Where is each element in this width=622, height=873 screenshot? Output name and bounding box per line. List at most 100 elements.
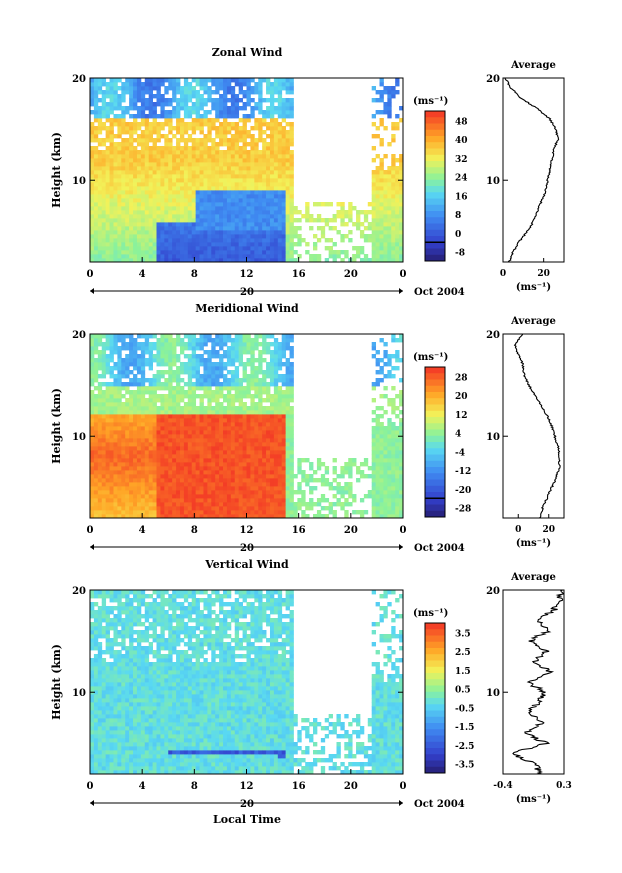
colorbar-swatch: [425, 248, 445, 256]
panel-2: Vertical Wind 10 20 Height (km) 0 4 8 12 16 20 0 20…: [50, 558, 572, 826]
x-tick-label: 16: [292, 525, 306, 536]
date-bar-arrow: [90, 800, 94, 806]
x-axis-label: Local Time: [213, 813, 281, 826]
colorbar-swatch: [425, 754, 445, 761]
colorbar-tick-label: -4: [455, 448, 465, 458]
date-label: 20: [240, 543, 254, 554]
profile-x-tick-label: 20: [537, 269, 550, 279]
colorbar-tick-label: 48: [455, 117, 468, 127]
colorbar-unit: (ms⁻¹): [413, 608, 448, 619]
colorbar-tick-label: -3.5: [455, 761, 474, 771]
profile-x-tick-label: 0: [500, 269, 506, 279]
colorbar-tick-label: 28: [455, 373, 468, 383]
colorbar-swatch: [425, 741, 445, 749]
x-tick-label: 4: [139, 781, 146, 792]
colorbar-swatch: [425, 236, 445, 243]
colorbar-swatch: [425, 448, 445, 455]
x-tick-label: 20: [344, 525, 358, 536]
x-tick-label: 4: [139, 525, 146, 536]
x-tick-label: 16: [292, 781, 306, 792]
colorbar-swatch: [425, 217, 445, 224]
colorbar-frame: [424, 110, 446, 262]
colorbar-swatch: [425, 629, 445, 636]
x-tick-label: 0: [400, 781, 407, 792]
colorbar-tick-label: -0.5: [455, 704, 474, 714]
colorbar-swatch: [425, 704, 445, 711]
colorbar-swatch: [425, 117, 445, 124]
profile-line: [513, 333, 561, 519]
colorbar-unit: (ms⁻¹): [413, 352, 448, 363]
colorbar-tick-label: 32: [455, 155, 468, 165]
colorbar-swatch: [425, 242, 445, 249]
y-axis-label: Height (km): [50, 388, 63, 464]
colorbar-swatch: [425, 435, 445, 443]
colorbar-swatch: [425, 510, 445, 518]
y-axis-label: Height (km): [50, 132, 63, 208]
x-tick-label: 8: [191, 781, 198, 792]
y-tick-label: 10: [72, 176, 86, 187]
colorbar-swatch: [425, 648, 445, 655]
profile-frame: [502, 333, 565, 519]
colorbar-swatch: [425, 641, 445, 649]
heatmap-cells: [90, 590, 404, 775]
date-bar-arrow: [399, 544, 403, 550]
panel-title: Vertical Wind: [204, 558, 289, 571]
colorbar-tick-label: 2.5: [455, 648, 471, 658]
profile-x-tick-label: -0.4: [493, 781, 512, 791]
colorbar-swatch: [425, 111, 445, 118]
profile-x-label: (ms⁻¹): [516, 282, 551, 293]
colorbar-swatch: [425, 698, 445, 705]
profile-y-tick-label: 10: [486, 432, 500, 443]
colorbar-swatch: [425, 429, 445, 437]
colorbar-swatch: [425, 398, 445, 405]
y-tick-label: 20: [72, 586, 86, 597]
colorbar-swatch: [425, 635, 445, 643]
colorbar-tick-label: -28: [455, 505, 471, 515]
profile-x-tick-label: 0: [515, 525, 521, 535]
profile-line: [512, 589, 564, 775]
colorbar-swatch: [425, 367, 445, 374]
colorbar-swatch: [425, 417, 445, 424]
profile-y-tick-label: 10: [486, 176, 500, 187]
colorbar-swatch: [425, 404, 445, 412]
colorbar-swatch: [425, 254, 445, 262]
colorbar-tick-label: 12: [455, 411, 468, 421]
x-tick-label: 4: [139, 269, 146, 280]
profile-x-tick-label: 20: [542, 525, 555, 535]
colorbar-tick-label: -1.5: [455, 723, 474, 733]
colorbar-swatch: [425, 735, 445, 743]
profile-title: Average: [510, 316, 556, 327]
x-tick-label: 20: [344, 269, 358, 280]
profile-panel: Average 10 20 -0.4 0.3 (ms⁻¹): [486, 572, 572, 805]
y-tick-label: 10: [72, 688, 86, 699]
colorbar-swatch: [425, 211, 445, 218]
colorbar-swatch: [425, 673, 445, 680]
x-tick-label: 12: [240, 525, 254, 536]
colorbar-tick-label: -2.5: [455, 742, 474, 752]
colorbar-swatch: [425, 723, 445, 730]
colorbar-swatch: [425, 173, 445, 181]
colorbar-tick-label: 16: [455, 192, 468, 202]
colorbar-swatch: [425, 748, 445, 755]
colorbar-swatch: [425, 192, 445, 199]
colorbar-swatch: [425, 186, 445, 193]
colorbar-tick-label: 20: [455, 392, 468, 402]
profile-line: [504, 77, 560, 263]
x-tick-label: 12: [240, 781, 254, 792]
x-tick-label: 0: [87, 781, 94, 792]
colorbar-frame: [424, 366, 446, 518]
colorbar-swatch: [425, 167, 445, 174]
colorbar-swatch: [425, 710, 445, 718]
colorbar-swatch: [425, 148, 445, 156]
panel-title: Zonal Wind: [212, 46, 283, 59]
date-bar-arrow: [399, 800, 403, 806]
date-bar-arrow: [399, 288, 403, 294]
colorbar-tick-label: 0.5: [455, 686, 471, 696]
profile-y-tick-label: 20: [486, 330, 500, 341]
x-tick-label: 12: [240, 269, 254, 280]
colorbar-swatch: [425, 623, 445, 630]
colorbar-swatch: [425, 373, 445, 380]
colorbar-swatch: [425, 410, 445, 418]
profile-title: Average: [510, 60, 556, 71]
colorbar-swatch: [425, 498, 445, 505]
